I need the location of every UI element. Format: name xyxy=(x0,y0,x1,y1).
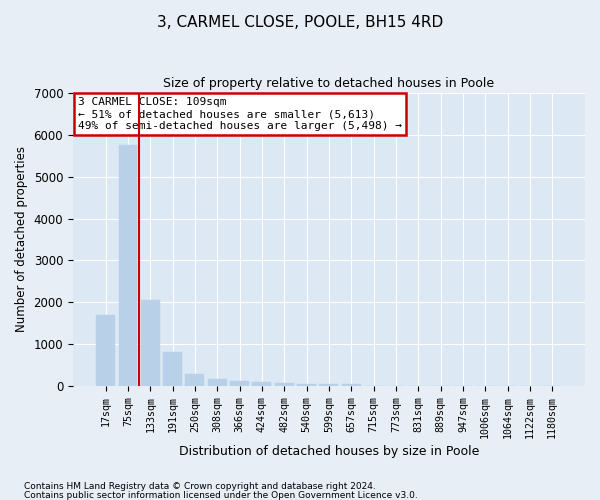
Text: Contains public sector information licensed under the Open Government Licence v3: Contains public sector information licen… xyxy=(24,490,418,500)
Bar xyxy=(275,383,294,386)
X-axis label: Distribution of detached houses by size in Poole: Distribution of detached houses by size … xyxy=(179,444,479,458)
Bar xyxy=(319,384,338,386)
Bar xyxy=(297,384,316,386)
Bar xyxy=(342,384,361,386)
Bar xyxy=(253,382,271,386)
Bar xyxy=(208,378,227,386)
Y-axis label: Number of detached properties: Number of detached properties xyxy=(15,146,28,332)
Text: 3 CARMEL CLOSE: 109sqm
← 51% of detached houses are smaller (5,613)
49% of semi-: 3 CARMEL CLOSE: 109sqm ← 51% of detached… xyxy=(78,98,402,130)
Text: Contains HM Land Registry data © Crown copyright and database right 2024.: Contains HM Land Registry data © Crown c… xyxy=(24,482,376,491)
Bar xyxy=(163,352,182,386)
Bar xyxy=(96,314,115,386)
Bar xyxy=(185,374,205,386)
Text: 3, CARMEL CLOSE, POOLE, BH15 4RD: 3, CARMEL CLOSE, POOLE, BH15 4RD xyxy=(157,15,443,30)
Bar xyxy=(119,146,137,386)
Bar xyxy=(141,300,160,386)
Title: Size of property relative to detached houses in Poole: Size of property relative to detached ho… xyxy=(163,78,494,90)
Bar xyxy=(230,381,249,386)
